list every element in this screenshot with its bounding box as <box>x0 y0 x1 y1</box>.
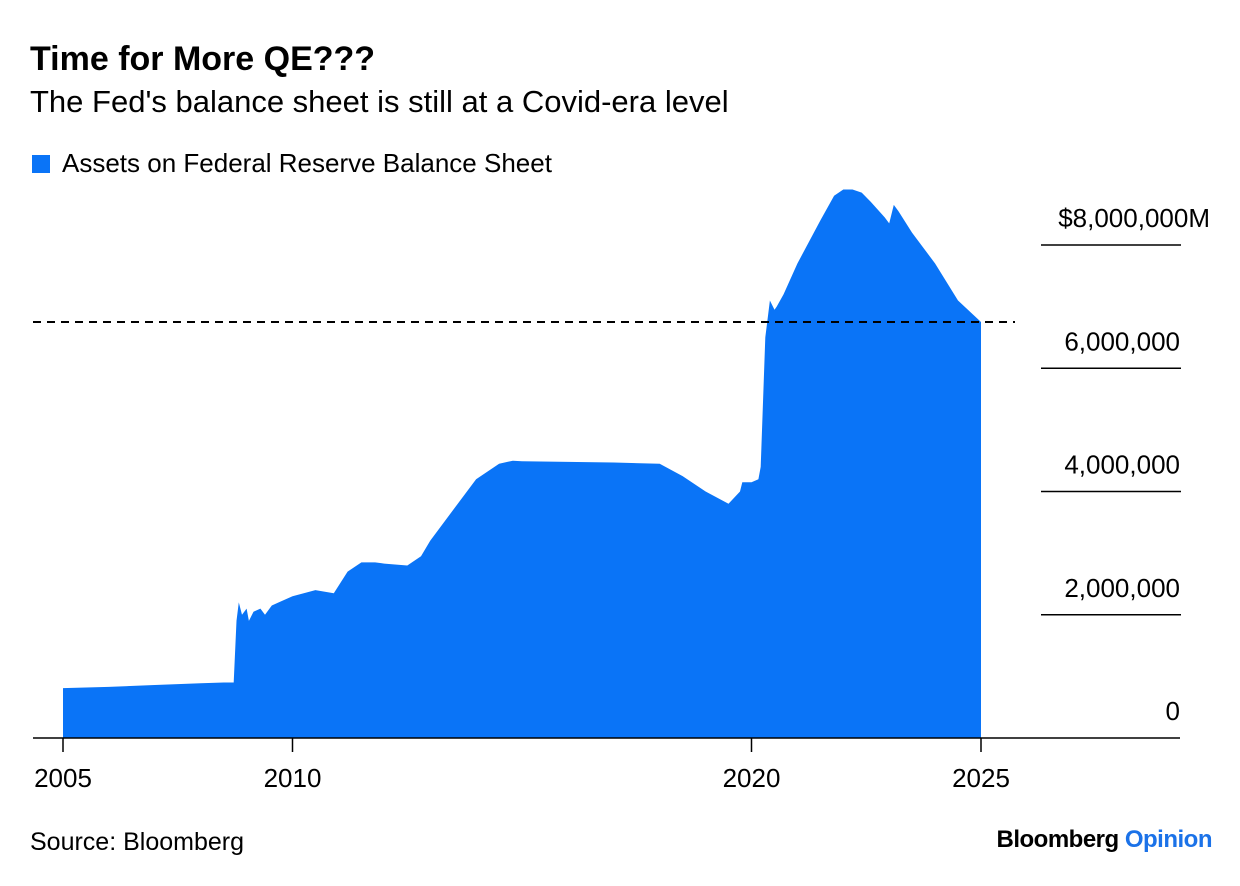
series-area-assets <box>63 189 981 738</box>
y-axis: 0 2,000,000 4,000,000 6,000,000 $8,000,000M <box>1041 203 1210 726</box>
y-tick-label: 4,000,000 <box>1064 450 1180 480</box>
x-tick-label: 2020 <box>723 763 781 793</box>
legend-swatch <box>32 154 50 173</box>
y-tick-label: $8,000,000M <box>1058 203 1210 233</box>
brand-logo: Bloomberg Opinion <box>997 826 1213 854</box>
brand-accent: Opinion <box>1124 826 1213 853</box>
y-tick-label: 2,000,000 <box>1064 573 1180 603</box>
x-axis: 2005 2010 2020 2025 <box>34 738 1010 793</box>
chart-title: Time for More QE??? <box>30 40 376 78</box>
x-tick-label: 2025 <box>952 763 1010 793</box>
y-tick-label: 6,000,000 <box>1064 326 1180 356</box>
legend: Assets on Federal Reserve Balance Sheet <box>32 148 552 179</box>
brand-main: Bloomberg <box>996 826 1120 853</box>
x-tick-label: 2010 <box>264 763 322 793</box>
x-tick-label: 2005 <box>34 763 92 793</box>
y-tick-label: 0 <box>1166 696 1180 726</box>
source-note: Source: Bloomberg <box>30 828 245 856</box>
chart-subtitle: The Fed's balance sheet is still at a Co… <box>30 84 729 119</box>
legend-label: Assets on Federal Reserve Balance Sheet <box>62 148 552 178</box>
